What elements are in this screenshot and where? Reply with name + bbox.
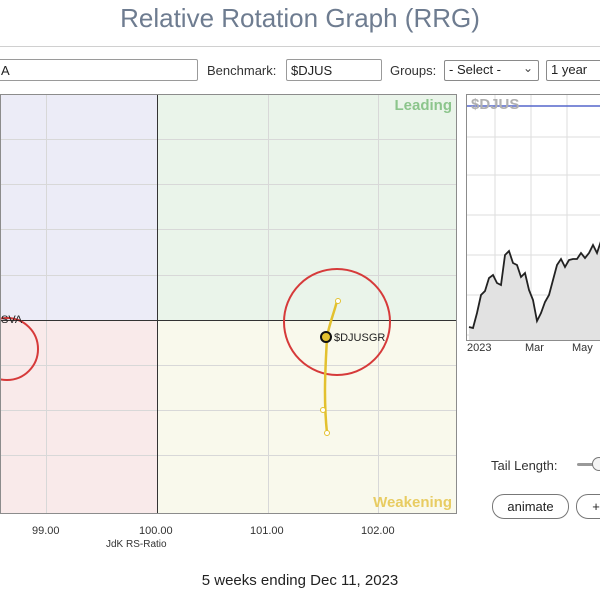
- x-axis-title: JdK RS-Ratio: [106, 539, 167, 550]
- x-tick-label: 99.00: [32, 525, 60, 537]
- period-select[interactable]: 1 year: [546, 60, 600, 81]
- tail-length-slider-handle[interactable]: [592, 457, 600, 471]
- djusgr-head-point: [320, 331, 332, 343]
- grid-line: [1, 410, 456, 411]
- price-area: [469, 244, 600, 340]
- grid-line: [1, 455, 456, 456]
- benchmark-input[interactable]: [286, 59, 382, 81]
- x-tick-label: 100.00: [139, 525, 173, 537]
- x-tick-label: 102.00: [361, 525, 395, 537]
- price-line: [468, 241, 600, 330]
- x-tick-label: 101.00: [250, 525, 284, 537]
- groups-label: Groups:: [390, 63, 437, 78]
- djusgr-tail: [323, 300, 339, 434]
- quadrant-weakening: [157, 320, 456, 513]
- grid-line: [1, 139, 456, 140]
- grid-line: [1, 229, 456, 230]
- title-divider: [0, 46, 600, 47]
- mini-x-tick: May: [572, 342, 593, 354]
- quadrant-improving: [1, 95, 157, 320]
- highlight-circle: [1, 317, 39, 381]
- period-caption: 5 weeks ending Dec 11, 2023: [201, 572, 399, 589]
- benchmark-price-chart[interactable]: $DJUS: [466, 94, 600, 341]
- rs-momentum-100-axis: [1, 320, 456, 321]
- quadrant-label-weakening: Weakening: [373, 494, 452, 511]
- quadrant-label-leading: Leading: [394, 97, 452, 114]
- symbol-label-djusgr: $DJUSGR: [334, 332, 385, 344]
- tail-length-slider-track[interactable]: [577, 463, 600, 466]
- tail-length-label: Tail Length:: [491, 458, 558, 473]
- tail-point: [335, 298, 341, 304]
- grid-line: [1, 184, 456, 185]
- grid-line: [1, 365, 456, 366]
- plus-button[interactable]: +: [576, 494, 600, 519]
- period-select-value: 1 year: [551, 62, 588, 77]
- symbol-label-sva: SVA: [1, 314, 23, 326]
- chevron-down-icon: ⌄: [522, 61, 533, 75]
- quadrant-lagging: [1, 320, 157, 513]
- mini-chart-symbol: $DJUS: [471, 96, 520, 113]
- quadrant-leading: [157, 95, 456, 320]
- grid-line: [378, 95, 379, 513]
- grid-line: [1, 275, 456, 276]
- tail-point: [324, 430, 330, 436]
- mini-x-tick: 2023: [467, 342, 492, 354]
- mini-x-tick: Mar: [525, 342, 544, 354]
- rs-ratio-100-axis: [157, 95, 158, 513]
- groups-select-value: - Select -: [449, 62, 502, 77]
- groups-select[interactable]: - Select - ⌄: [444, 60, 539, 81]
- highlight-circle: [283, 268, 391, 376]
- symbol-input[interactable]: [0, 59, 198, 81]
- grid-line: [46, 95, 47, 513]
- benchmark-label: Benchmark:: [207, 63, 277, 78]
- rrg-chart[interactable]: Leading Weakening $DJUSGR SVA: [0, 94, 457, 514]
- tail-point: [320, 407, 326, 413]
- page-title: Relative Rotation Graph (RRG): [120, 3, 480, 33]
- grid-line: [268, 95, 269, 513]
- animate-button[interactable]: animate: [492, 494, 569, 519]
